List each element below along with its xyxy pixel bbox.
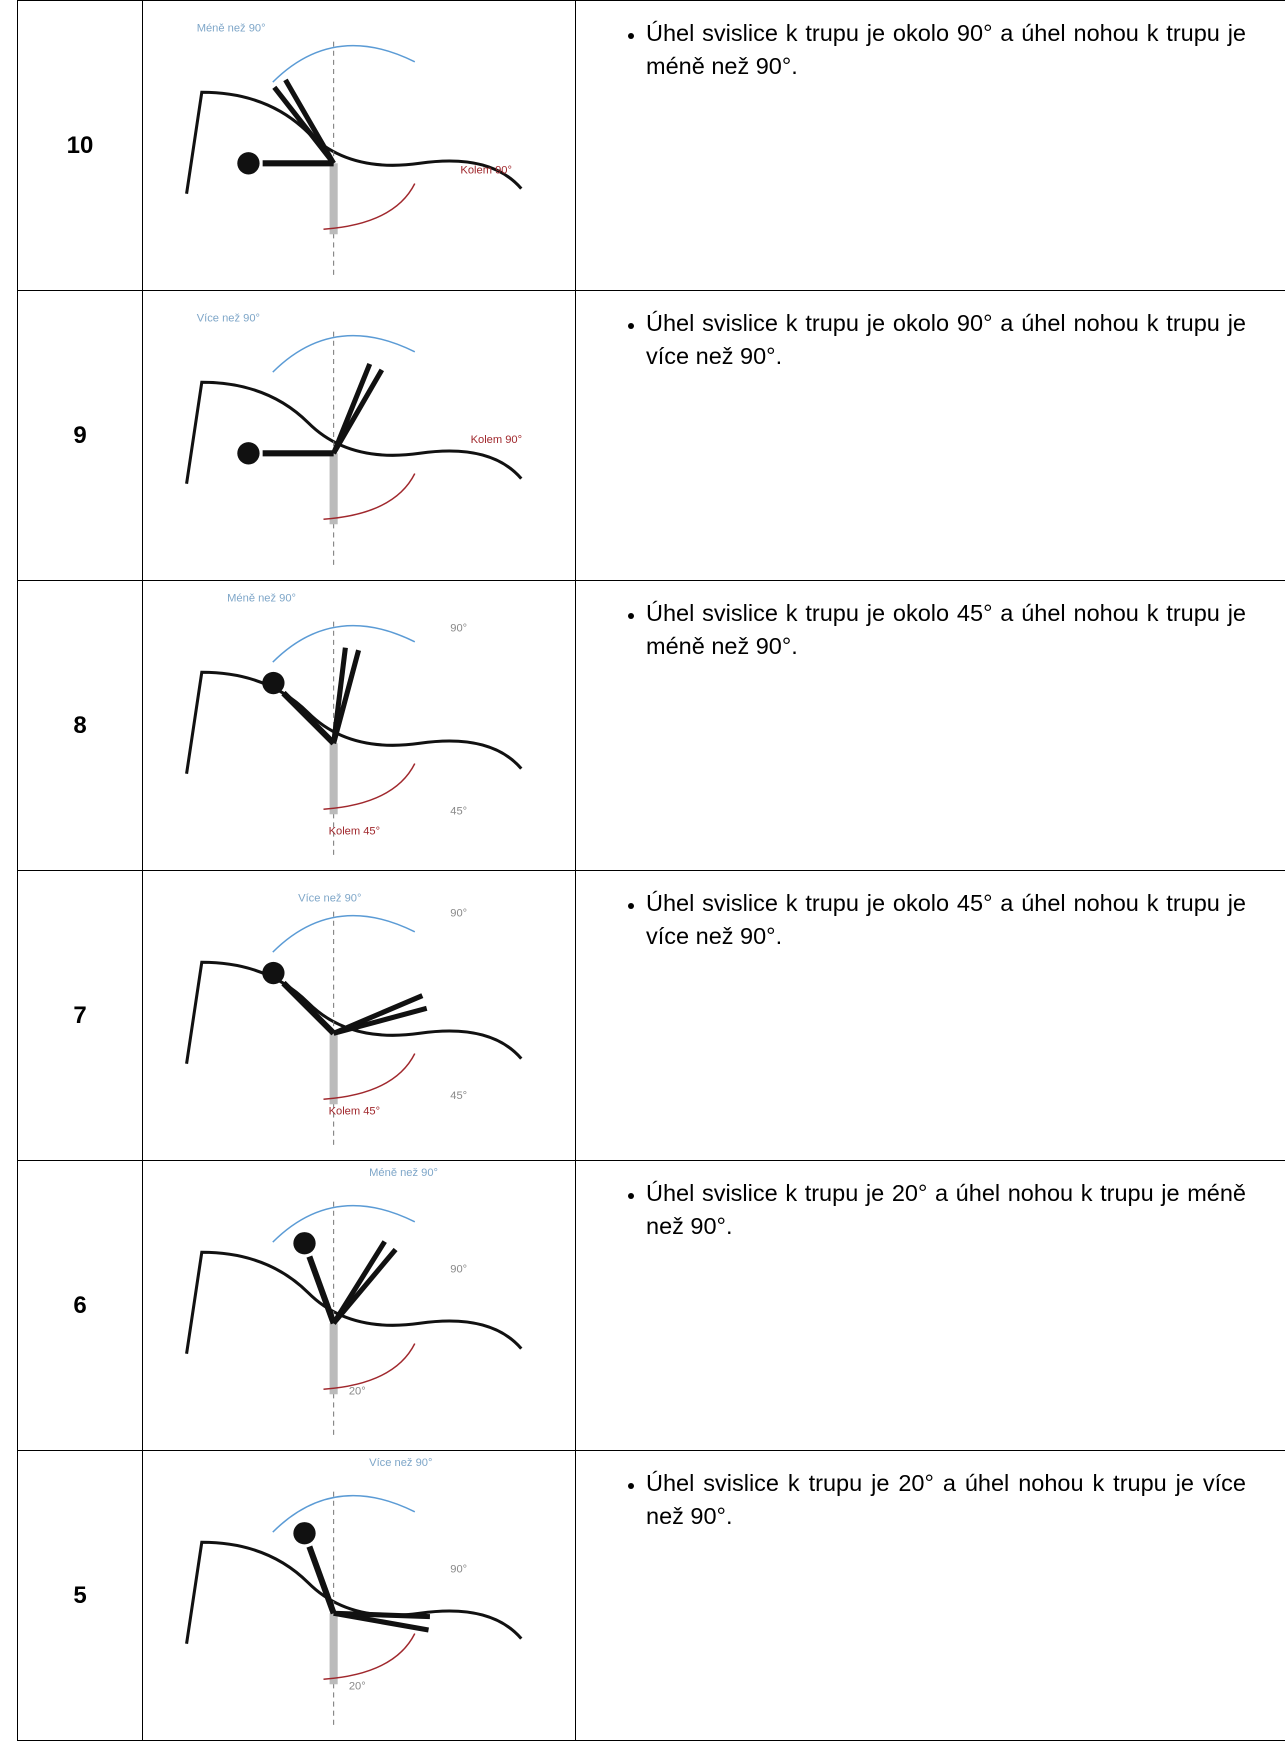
diagram-label: Více než 90°: [197, 312, 260, 324]
diagram-label: 45°: [450, 805, 467, 817]
bullet-list: Úhel svislice k trupu je okolo 45° a úhe…: [604, 887, 1246, 953]
angle-arrow: [273, 1496, 415, 1533]
ski-pole-shadow: [330, 1323, 338, 1394]
trunk: [283, 693, 333, 743]
diagram-label: 90°: [450, 1564, 467, 1576]
angle-arrow: [273, 1206, 415, 1243]
diagram-label: Méně než 90°: [197, 22, 266, 34]
diagram-label: 20°: [349, 1680, 366, 1692]
trunk: [309, 1257, 333, 1324]
ski-pole-shadow: [330, 1033, 338, 1104]
diagram-label: Méně než 90°: [227, 592, 296, 604]
leg: [274, 87, 333, 163]
diagram-label: Kolem 90°: [460, 164, 512, 176]
skier-diagram: Více než 90° 90° 45° Kolem 45°: [143, 871, 575, 1155]
image-cell: Méně než 90° Kolem 90°: [143, 1, 576, 291]
text-cell: Úhel svislice k trupu je okolo 90° a úhe…: [576, 291, 1285, 581]
leg: [334, 364, 370, 453]
score-cell: 9: [18, 291, 143, 581]
bullet-list: Úhel svislice k trupu je okolo 45° a úhe…: [604, 597, 1246, 663]
head: [293, 1232, 315, 1254]
trunk: [283, 983, 333, 1033]
slope: [187, 672, 522, 773]
angle-arrow: [273, 336, 415, 373]
diagram-label: Kolem 45°: [329, 826, 381, 838]
table-row: 8 Méně než 90° 90° 45° Kolem 45° Úhel svislic…: [18, 581, 1285, 871]
text-cell: Úhel svislice k trupu je 20° a úhel noho…: [576, 1161, 1285, 1451]
description: Úhel svislice k trupu je okolo 45° a úhe…: [646, 887, 1246, 953]
ski-pole-shadow: [330, 163, 338, 234]
score-cell: 10: [18, 1, 143, 291]
bullet-list: Úhel svislice k trupu je 20° a úhel noho…: [604, 1177, 1246, 1243]
skier-diagram: Méně než 90° 90° 45° Kolem 45°: [143, 581, 575, 865]
diagram-label: Kolem 45°: [329, 1105, 381, 1117]
image-cell: Méně než 90° 90° 20°: [143, 1161, 576, 1451]
diagram-label: Kolem 90°: [471, 434, 523, 446]
diagram-label: Více než 90°: [369, 1457, 432, 1469]
description: Úhel svislice k trupu je okolo 90° a úhe…: [646, 307, 1246, 373]
angle-arrow: [273, 46, 415, 83]
leg: [334, 1242, 385, 1324]
description: Úhel svislice k trupu je okolo 90° a úhe…: [646, 17, 1246, 83]
text-cell: Úhel svislice k trupu je okolo 90° a úhe…: [576, 1, 1285, 291]
text-cell: Úhel svislice k trupu je okolo 45° a úhe…: [576, 581, 1285, 871]
bullet-list: Úhel svislice k trupu je okolo 90° a úhe…: [604, 307, 1246, 373]
head: [262, 962, 284, 984]
slope: [187, 1542, 522, 1643]
image-cell: Více než 90° 90° 45° Kolem 45°: [143, 871, 576, 1161]
table-row: 9 Více než 90° Kolem 90° Úhel svislice k tr…: [18, 291, 1285, 581]
table-row: 7 Více než 90° 90° 45° Kolem 45° Úhel svislic…: [18, 871, 1285, 1161]
diagram-label: Méně než 90°: [369, 1167, 438, 1179]
head: [237, 442, 259, 464]
description: Úhel svislice k trupu je 20° a úhel noho…: [646, 1177, 1246, 1243]
skier-diagram: Méně než 90° 90° 20°: [143, 1161, 575, 1445]
leg: [334, 1613, 430, 1616]
skier-diagram: Více než 90° 90° 20°: [143, 1451, 575, 1735]
image-cell: Více než 90° Kolem 90°: [143, 291, 576, 581]
ski-pole-shadow: [330, 743, 338, 814]
score-table: 10 Méně než 90° Kolem 90° Úhel svislice k t…: [17, 0, 1285, 1741]
image-cell: Více než 90° 90° 20°: [143, 1451, 576, 1741]
score-cell: 8: [18, 581, 143, 871]
image-cell: Méně než 90° 90° 45° Kolem 45°: [143, 581, 576, 871]
trunk: [309, 1547, 333, 1614]
diagram-label: 20°: [349, 1385, 366, 1397]
bullet-list: Úhel svislice k trupu je 20° a úhel noho…: [604, 1467, 1246, 1533]
diagram-label: 90°: [450, 1264, 467, 1276]
diagram-label: Více než 90°: [298, 892, 361, 904]
head: [293, 1522, 315, 1544]
description: Úhel svislice k trupu je okolo 45° a úhe…: [646, 597, 1246, 663]
diagram-label: 45°: [450, 1090, 467, 1102]
score-cell: 6: [18, 1161, 143, 1451]
slope: [187, 962, 522, 1063]
text-cell: Úhel svislice k trupu je 20° a úhel noho…: [576, 1451, 1285, 1741]
angle-arrow: [273, 916, 415, 953]
slope: [187, 92, 522, 193]
table-row: 6 Méně než 90° 90° 20° Úhel svislice k trupu…: [18, 1161, 1285, 1451]
score-cell: 7: [18, 871, 143, 1161]
diagram-label: 90°: [450, 908, 467, 920]
ski-pole-shadow: [330, 453, 338, 524]
score-cell: 5: [18, 1451, 143, 1741]
text-cell: Úhel svislice k trupu je okolo 45° a úhe…: [576, 871, 1285, 1161]
table-row: 10 Méně než 90° Kolem 90° Úhel svislice k t…: [18, 1, 1285, 291]
skier-diagram: Méně než 90° Kolem 90°: [143, 1, 575, 285]
bullet-list: Úhel svislice k trupu je okolo 90° a úhe…: [604, 17, 1246, 83]
ski-pole-shadow: [330, 1613, 338, 1684]
table-row: 5 Více než 90° 90° 20° Úhel svislice k trupu…: [18, 1451, 1285, 1741]
head: [237, 152, 259, 174]
description: Úhel svislice k trupu je 20° a úhel noho…: [646, 1467, 1246, 1533]
skier-diagram: Více než 90° Kolem 90°: [143, 291, 575, 575]
head: [262, 672, 284, 694]
diagram-label: 90°: [450, 623, 467, 635]
